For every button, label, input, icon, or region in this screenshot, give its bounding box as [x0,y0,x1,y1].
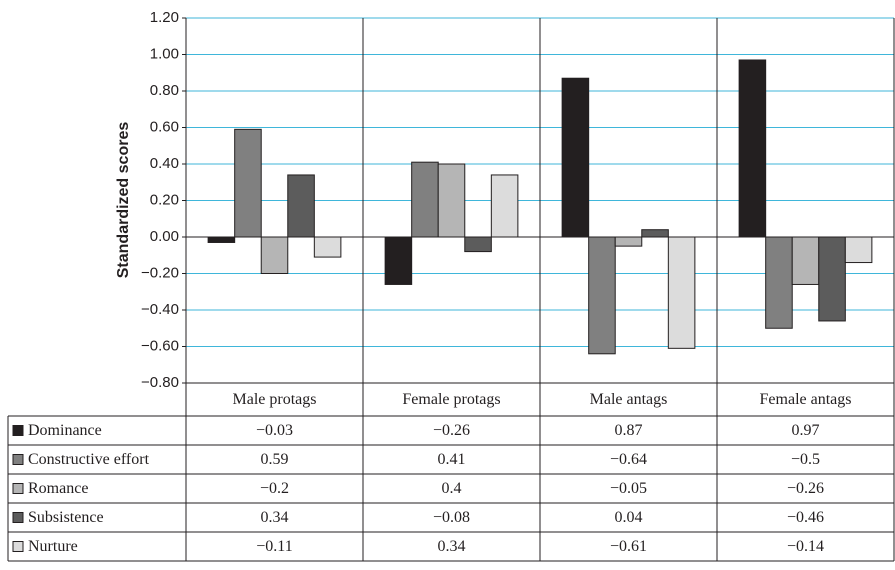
table-value: −0.08 [433,509,470,526]
x-tick-label: Male antags [590,391,668,408]
bar [844,236,873,264]
y-axis-label: Standardized scores [115,122,132,279]
y-tick-label: 0.40 [150,155,179,172]
table-value: −0.64 [610,451,647,468]
bar [490,174,519,238]
legend-swatch [12,483,24,494]
table-value: −0.05 [610,480,647,497]
bar [260,236,289,274]
bar [667,236,696,349]
x-tick-label: Female antags [760,391,852,408]
legend-label: Constructive effort [28,451,150,468]
bar [561,77,590,238]
bar [791,236,820,285]
table-value: −0.14 [787,538,824,555]
bar [437,163,466,238]
bar [588,236,616,355]
bar [411,161,439,238]
legend-swatch [12,425,24,436]
table-value: 0.4 [442,480,462,497]
x-tick-label: Male protags [233,391,317,408]
table-value: 0.87 [615,422,643,439]
y-tick-label: 1.20 [150,9,179,26]
bar [765,236,793,329]
bar [738,59,767,238]
table-value: −0.2 [260,480,289,497]
table-value: −0.61 [610,538,647,555]
y-tick-label: −0.80 [141,374,179,391]
bar [384,236,413,285]
bar [313,236,342,258]
table-value: −0.26 [787,480,824,497]
bar [464,236,492,253]
legend-label: Nurture [28,538,78,555]
y-tick-label: 0.60 [150,118,179,135]
y-tick-label: −0.20 [141,264,179,281]
y-tick-label: −0.60 [141,337,179,354]
bar [818,236,846,322]
bar [234,128,262,238]
table-value: 0.34 [261,509,289,526]
table-value: −0.5 [791,451,820,468]
bar [641,229,669,238]
table-value: 0.41 [438,451,466,468]
legend-swatch [12,512,24,523]
bar [287,174,315,238]
table-value: −0.11 [256,538,292,555]
legend-swatch [12,541,24,552]
y-tick-label: 0.20 [150,191,179,208]
bar [207,236,236,243]
y-tick-label: −0.40 [141,301,179,318]
table-value: 0.34 [438,538,466,555]
table-value: −0.26 [433,422,470,439]
table-value: 0.97 [792,422,820,439]
bar [614,236,643,247]
y-tick-label: 0.00 [150,228,179,245]
legend-swatch [12,454,24,465]
x-tick-label: Female protags [402,391,500,408]
y-tick-label: 0.80 [150,82,179,99]
legend-label: Dominance [28,422,102,439]
table-value: 0.04 [615,509,643,526]
legend-label: Romance [28,480,88,497]
y-tick-label: 1.00 [150,45,179,62]
table-value: −0.46 [787,509,824,526]
legend-label: Subsistence [28,509,104,526]
table-value: 0.59 [261,451,289,468]
table-value: −0.03 [256,422,293,439]
